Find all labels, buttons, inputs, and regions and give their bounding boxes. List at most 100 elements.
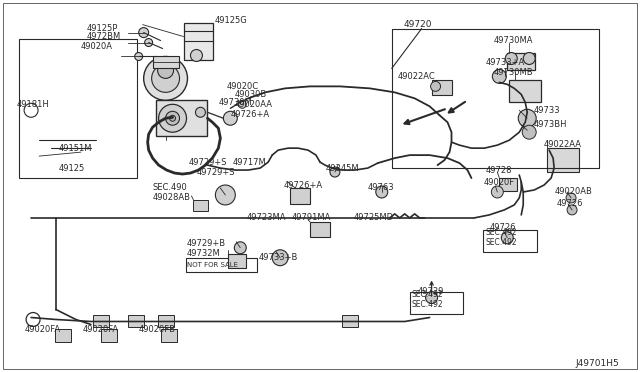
Text: 49020A: 49020A	[81, 42, 113, 51]
Circle shape	[272, 250, 288, 266]
Text: 49345M: 49345M	[326, 164, 360, 173]
Text: 49791MA: 49791MA	[292, 214, 332, 222]
Circle shape	[518, 109, 536, 127]
Circle shape	[145, 39, 152, 46]
Bar	[184, 23, 213, 61]
Text: 49020AA: 49020AA	[234, 100, 273, 109]
Text: 49729+B: 49729+B	[186, 239, 226, 248]
Text: 49732M: 49732M	[186, 249, 220, 258]
Circle shape	[501, 232, 513, 244]
Bar	[157, 314, 173, 327]
Text: SEC.492: SEC.492	[485, 238, 517, 247]
Circle shape	[566, 193, 576, 203]
Bar	[101, 330, 116, 342]
Text: 49730MA: 49730MA	[493, 36, 533, 45]
Circle shape	[234, 242, 246, 254]
Circle shape	[139, 28, 148, 38]
Text: 49726+A: 49726+A	[283, 182, 323, 190]
Text: 49020FA: 49020FA	[25, 325, 61, 334]
Bar	[290, 188, 310, 204]
Text: 49726: 49726	[490, 223, 516, 232]
Circle shape	[166, 111, 180, 125]
Bar	[93, 314, 109, 327]
Bar	[55, 330, 71, 342]
Bar	[342, 314, 358, 327]
Text: SEC.492: SEC.492	[485, 228, 517, 237]
Text: 49022AA: 49022AA	[543, 140, 581, 149]
Circle shape	[170, 115, 175, 121]
Text: 49125: 49125	[59, 164, 85, 173]
Bar	[152, 57, 179, 68]
Circle shape	[191, 49, 202, 61]
Circle shape	[223, 111, 237, 125]
Bar	[509, 80, 541, 102]
Text: J49701H5: J49701H5	[575, 359, 619, 368]
Text: NOT FOR SALE: NOT FOR SALE	[188, 262, 239, 268]
Circle shape	[157, 62, 173, 78]
Text: 49028AB: 49028AB	[152, 193, 191, 202]
Bar	[410, 292, 463, 314]
Text: SEC.490: SEC.490	[152, 183, 188, 192]
Bar	[483, 230, 537, 252]
Text: 49020FA: 49020FA	[83, 325, 119, 334]
Bar	[508, 52, 535, 70]
Circle shape	[195, 107, 205, 117]
Text: 49181H: 49181H	[16, 100, 49, 109]
Text: 49733+B: 49733+B	[258, 253, 298, 262]
Bar	[547, 148, 579, 172]
Text: 49729+S: 49729+S	[196, 167, 235, 177]
Bar	[156, 100, 207, 136]
Circle shape	[238, 100, 246, 108]
Text: 49151M: 49151M	[59, 144, 92, 153]
Text: 49726: 49726	[557, 199, 584, 208]
Circle shape	[492, 186, 503, 198]
Circle shape	[376, 186, 388, 198]
Text: 49020AB: 49020AB	[555, 187, 593, 196]
Text: 49733: 49733	[533, 106, 560, 115]
Circle shape	[567, 205, 577, 215]
Text: 49020FB: 49020FB	[139, 325, 175, 334]
Bar	[499, 178, 517, 191]
Text: 49725MD: 49725MD	[354, 214, 394, 222]
Bar	[431, 80, 451, 95]
Text: 49728: 49728	[485, 166, 512, 174]
Text: 49729: 49729	[418, 287, 444, 296]
Circle shape	[216, 185, 236, 205]
Circle shape	[426, 292, 438, 304]
Bar	[19, 39, 137, 178]
Circle shape	[522, 125, 536, 139]
Text: 49720: 49720	[404, 20, 432, 29]
Text: 49763: 49763	[368, 183, 394, 192]
Text: 49726+A: 49726+A	[230, 110, 269, 119]
Bar	[186, 258, 257, 272]
Bar	[310, 222, 330, 237]
Text: 49020F: 49020F	[483, 177, 515, 186]
Text: 4973BH: 4973BH	[533, 120, 566, 129]
Circle shape	[330, 167, 340, 177]
Bar	[128, 314, 143, 327]
Text: 4972BM: 4972BM	[87, 32, 121, 41]
Text: 49022AC: 49022AC	[397, 72, 435, 81]
Circle shape	[524, 52, 535, 64]
Text: SEC.492: SEC.492	[412, 290, 444, 299]
Text: 49730M: 49730M	[218, 98, 252, 107]
Circle shape	[152, 64, 180, 92]
Text: SEC.492: SEC.492	[412, 300, 444, 309]
Bar	[228, 254, 246, 268]
Text: 49723MA: 49723MA	[246, 214, 286, 222]
Text: 49717M: 49717M	[232, 158, 266, 167]
Text: 49020C: 49020C	[227, 82, 259, 91]
Text: 49733+A: 49733+A	[485, 58, 525, 67]
Circle shape	[143, 57, 188, 100]
Text: 49030B: 49030B	[234, 90, 267, 99]
Text: 49125P: 49125P	[87, 24, 118, 33]
Bar	[193, 200, 209, 211]
Circle shape	[492, 70, 506, 83]
Text: 49125G: 49125G	[214, 16, 247, 25]
Circle shape	[159, 104, 186, 132]
Circle shape	[134, 52, 143, 61]
Circle shape	[506, 52, 517, 64]
Circle shape	[431, 81, 440, 92]
Text: 49730MB: 49730MB	[493, 68, 533, 77]
Bar	[161, 330, 177, 342]
